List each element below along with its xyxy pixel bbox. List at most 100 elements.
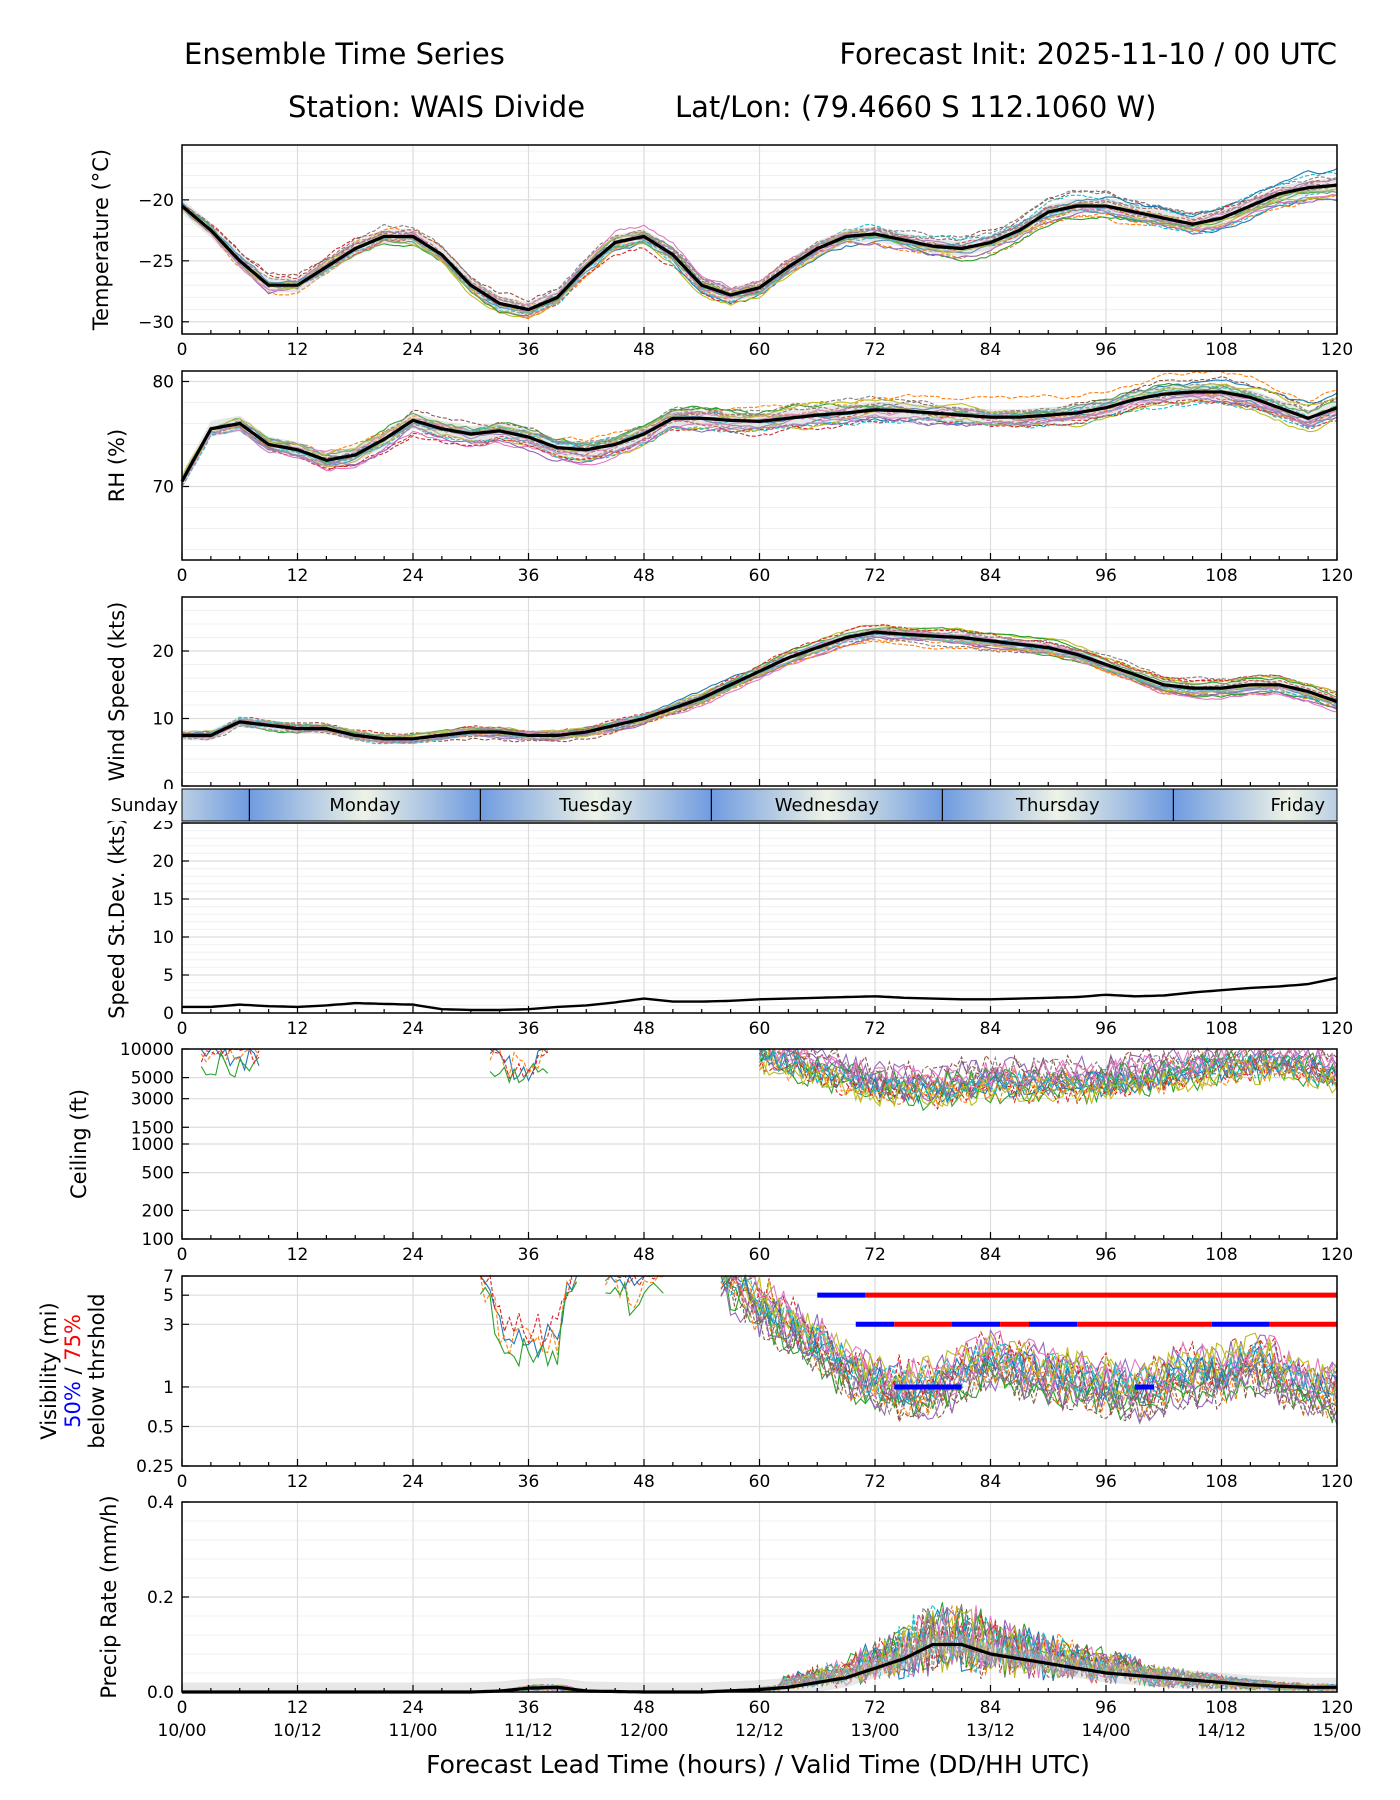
ceiling-y-tick-label: 500 [142,1164,174,1184]
ceiling-y-tick-label: 3000 [131,1090,174,1110]
visibility-y-tick-label: 0.25 [136,1457,174,1477]
precip-y-tick-label: 0.2 [147,1588,174,1608]
precip-x-tick-label: 84 [980,1698,1002,1718]
precip-x-tick-label: 24 [402,1698,424,1718]
precip-x-tick-label: 48 [633,1698,655,1718]
rh-x-tick-label: 0 [177,566,188,586]
visibility-x-tick-label: 36 [518,1472,540,1492]
visibility-member-line [720,1275,1338,1419]
ceiling-y-tick-label: 10000 [120,1040,174,1060]
precip-ylabel: Precip Rate (mm/h) [97,1495,121,1698]
day-band-fill [480,789,712,821]
precip-x-tick-label: 72 [864,1698,886,1718]
precip-x-tick-label: 96 [1095,1698,1117,1718]
rh-ylabel: RH (%) [105,429,129,502]
visibility-panel: 0.25 0.5 1 3 57 0 12 24 36 48 60 72 84 96 108 120 Visibi… [37,1267,1353,1492]
wind_speed-member-line [181,631,1338,744]
rh-spread-band [182,384,1337,490]
ceiling-x-tick-label: 48 [633,1245,655,1265]
speed_stdev-x-tick-label: 12 [287,1019,309,1039]
rh-x-tick-label: 12 [287,566,309,586]
visibility-member-line [479,1274,577,1346]
temperature-x-tick-label: 120 [1321,340,1353,360]
valid-time-label: 15/00 [1313,1721,1362,1741]
title-right: Forecast Init: 2025-11-10 / 00 UTC [839,37,1337,71]
ceiling-member-line [489,1048,549,1080]
visibility-x-tick-label: 12 [287,1472,309,1492]
speed_stdev-x-tick-label: 24 [402,1019,424,1039]
ceiling-member-line [759,1047,1338,1103]
ceiling-y-tick-label: 1500 [131,1118,174,1138]
rh-x-tick-label: 84 [980,566,1002,586]
temperature-x-tick-label: 72 [864,340,886,360]
speed_stdev-x-tick-label: 36 [518,1019,540,1039]
rh-x-tick-label: 48 [633,566,655,586]
wind_speed-y-tick-label: 10 [152,710,174,730]
rh-y-tick-label: 80 [152,373,174,393]
pct-sep: / [61,1361,85,1381]
wind_speed-spread-band [182,627,1337,744]
ceiling-x-tick-label: 84 [980,1245,1002,1265]
precip-x-tick-label: 0 [177,1698,188,1718]
speed_stdev-x-tick-label: 108 [1205,1019,1237,1039]
pct-50-label: 50% [61,1381,85,1428]
ceiling-y-tick-label: 1000 [131,1135,174,1155]
day-band-fill [942,789,1174,821]
speed_stdev-x-tick-label: 120 [1321,1019,1353,1039]
visibility-x-tick-label: 108 [1205,1472,1237,1492]
visibility-y-tick-label: 3 [163,1315,174,1335]
visibility-x-tick-label: 0 [177,1472,188,1492]
valid-time-label: 10/00 [158,1721,207,1741]
precip-x-tick-label: 108 [1205,1698,1237,1718]
visibility-y-tick-label: 1 [163,1378,174,1398]
valid-time-label: 12/12 [735,1721,784,1741]
title-left: Ensemble Time Series [184,37,505,71]
speed_stdev-ylabel: Speed St.Dev. (kts) [105,817,129,1019]
visibility-ylabel-pct: 50% / 75% [61,1314,85,1428]
precip-x-tick-label: 120 [1321,1698,1353,1718]
rh-member-line [181,382,1338,480]
visibility-member-line [721,1274,1338,1404]
day-label: Thursday [1015,795,1100,816]
day-band: Sunday Monday Tuesday Wednesday Thursday Frid… [0,788,1400,822]
day-label: Sunday [111,795,179,816]
rh-x-tick-label: 108 [1205,566,1237,586]
temperature-x-tick-label: 24 [402,340,424,360]
ceiling-x-tick-label: 24 [402,1245,424,1265]
visibility-member-line [721,1273,1338,1396]
precip-panel: 0.0 0.2 0.4 0 10/00 12 10/12 24 11/00 36 11/12 48 12… [97,1493,1362,1741]
ceiling-y-tick-label: 200 [142,1201,174,1221]
ceiling-y-tick-label: 5000 [131,1069,174,1089]
ceiling-x-tick-label: 96 [1095,1245,1117,1265]
band-mask-left [0,789,182,821]
temperature-member-line [181,194,1338,320]
ceiling-member-line [758,1048,1338,1108]
visibility-y-tick-label: 0.5 [147,1417,174,1437]
visibility-member-line [720,1275,1338,1395]
temperature-y-tick-label: −20 [138,191,174,211]
x-axis-label: Forecast Lead Time (hours) / Valid Time … [426,1750,1090,1779]
visibility-x-tick-label: 60 [749,1472,771,1492]
ceiling-ylabel: Ceiling (ft) [67,1089,91,1199]
speed_stdev-x-tick-label: 84 [980,1019,1002,1039]
valid-time-label: 11/12 [504,1721,553,1741]
precip-x-tick-label: 60 [749,1698,771,1718]
visibility-member-line [721,1274,1338,1402]
rh-x-tick-label: 60 [749,566,771,586]
visibility-x-tick-label: 72 [864,1472,886,1492]
ceiling-member-line [489,1048,549,1082]
precip-y-tick-label: 0.4 [147,1493,174,1513]
temperature-x-tick-label: 84 [980,340,1002,360]
rh-mean-line [180,390,1338,483]
visibility-member-line [720,1274,1338,1391]
temperature-member-line [181,178,1338,314]
ceiling-x-tick-label: 108 [1205,1245,1237,1265]
visibility-ylabel-threshold: below thrshold [85,1293,109,1448]
ceiling-member-line [200,1051,260,1078]
wind_speed-y-tick-label: 0 [163,777,174,797]
speed_stdev-x-tick-label: 0 [177,1019,188,1039]
day-band-fill [249,789,481,821]
ceiling-x-tick-label: 72 [864,1245,886,1265]
